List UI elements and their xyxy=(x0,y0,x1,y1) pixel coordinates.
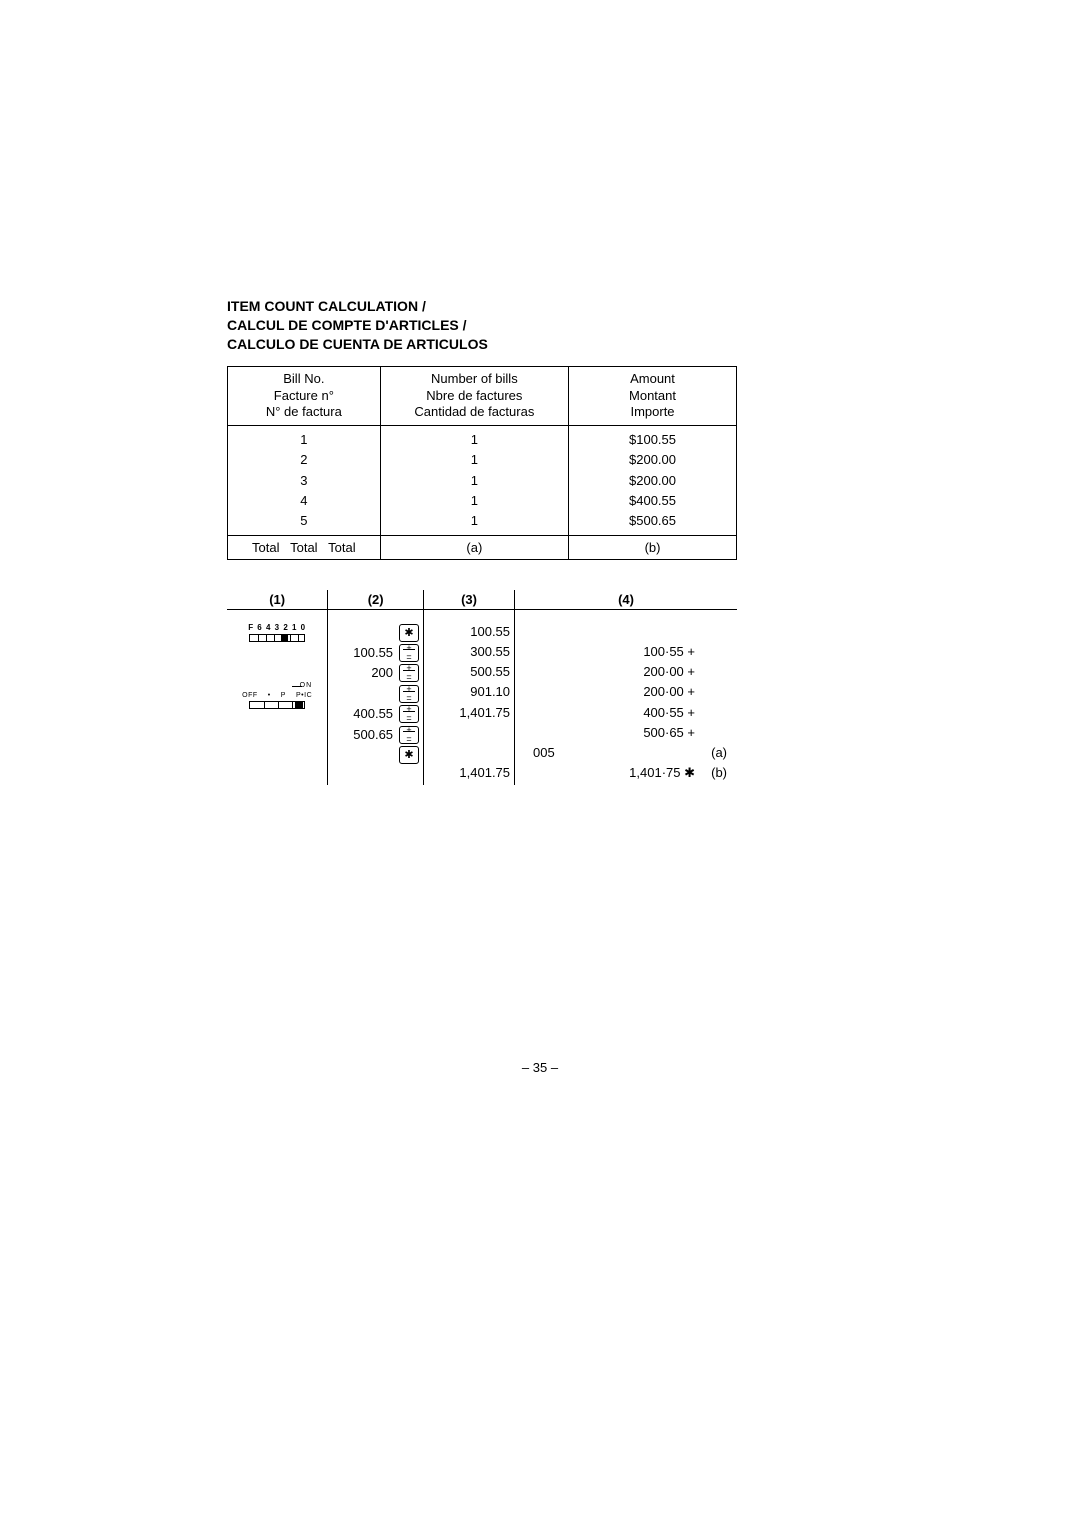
header-bill-l1: Bill No. xyxy=(236,371,372,388)
section-heading: ITEM COUNT CALCULATION / CALCUL DE COMPT… xyxy=(227,297,737,354)
mode-dot-label: • xyxy=(268,692,271,700)
print-left xyxy=(533,763,573,783)
cell-amount: $500.65 xyxy=(577,511,728,531)
cell-no: 1 xyxy=(236,430,372,450)
calc-h2: (2) xyxy=(328,590,424,610)
print-mid: 1,401·75 ✱ xyxy=(573,763,701,783)
footer-total: Total Total Total xyxy=(228,536,381,560)
mode-off-label: OFF xyxy=(242,692,258,700)
heading-line-2: CALCUL DE COMPTE D'ARTICLES / xyxy=(227,316,737,335)
cell-amount: $200.00 xyxy=(577,450,728,470)
mode-p-label: P xyxy=(281,692,286,700)
display-val xyxy=(428,723,510,743)
table-header-row: Bill No. Facture n° N° de factura Number… xyxy=(228,366,737,426)
plus-minus-key-icon: += xyxy=(399,685,419,703)
cell-amount: $100.55 xyxy=(577,430,728,450)
header-amount-l3: Importe xyxy=(577,404,728,421)
plus-minus-key-icon: += xyxy=(399,705,419,723)
print-right xyxy=(701,642,727,662)
display-val: 901.10 xyxy=(428,682,510,702)
calc-table: (1) (2) (3) (4) F 6 4 3 2 1 0 xyxy=(227,590,737,785)
cell-count: 1 xyxy=(389,511,560,531)
display-val: 1,401.75 xyxy=(428,763,510,783)
print-left xyxy=(533,723,573,743)
decimal-selector-diagram: F 6 4 3 2 1 0 xyxy=(231,624,323,642)
cell-amount: $400.55 xyxy=(577,491,728,511)
print-right xyxy=(701,662,727,682)
cell-count: 1 xyxy=(389,450,560,470)
print-left xyxy=(533,682,573,702)
bill-table: Bill No. Facture n° N° de factura Number… xyxy=(227,366,737,560)
print-left: 005 xyxy=(533,743,573,763)
print-right: (b) xyxy=(701,763,727,783)
mode-pic-label: P•IC xyxy=(296,692,312,700)
cell-no: 4 xyxy=(236,491,372,511)
print-left xyxy=(533,642,573,662)
print-mid: 200·00 + xyxy=(573,662,701,682)
calc-col2: ✱ 100.55 += 200 += += 400.55 += 500.65 += ✱ xyxy=(328,620,424,785)
star-key-icon: ✱ xyxy=(399,746,419,764)
header-amount-l1: Amount xyxy=(577,371,728,388)
display-val xyxy=(428,743,510,763)
decimal-selector-label: F 6 4 3 2 1 0 xyxy=(231,624,323,633)
print-right xyxy=(701,703,727,723)
calc-col3: 100.55 300.55 500.55 901.10 1,401.75 1,4… xyxy=(424,620,515,785)
print-mid: 200·00 + xyxy=(573,682,701,702)
print-right xyxy=(701,723,727,743)
plus-minus-key-icon: += xyxy=(399,664,419,682)
mode-selector-diagram: ON OFF • P P•IC xyxy=(231,682,323,709)
footer-a: (a) xyxy=(380,536,568,560)
calc-h4: (4) xyxy=(515,590,737,610)
print-mid: 500·65 + xyxy=(573,723,701,743)
print-mid: 100·55 + xyxy=(573,642,701,662)
footer-b: (b) xyxy=(569,536,737,560)
heading-line-1: ITEM COUNT CALCULATION / xyxy=(227,297,737,316)
print-right xyxy=(701,682,727,702)
display-val: 500.55 xyxy=(428,662,510,682)
plus-minus-key-icon: += xyxy=(399,644,419,662)
calc-h3: (3) xyxy=(424,590,515,610)
calc-header-row: (1) (2) (3) (4) xyxy=(227,590,737,610)
header-count-l2: Nbre de factures xyxy=(389,388,560,405)
page-number: – 35 – xyxy=(0,1060,1080,1075)
print-left xyxy=(533,662,573,682)
heading-line-3: CALCULO DE CUENTA DE ARTICULOS xyxy=(227,335,737,354)
cell-no: 5 xyxy=(236,511,372,531)
entry-val: 400.55 xyxy=(345,704,393,724)
cell-no: 3 xyxy=(236,471,372,491)
calc-col1: F 6 4 3 2 1 0 ON xyxy=(227,620,328,785)
print-right: (a) xyxy=(701,743,727,763)
star-key-icon: ✱ xyxy=(399,624,419,642)
header-bill-l3: N° de factura xyxy=(236,404,372,421)
display-val: 300.55 xyxy=(428,642,510,662)
cell-count: 1 xyxy=(389,471,560,491)
header-amount-l2: Montant xyxy=(577,388,728,405)
plus-minus-key-icon: += xyxy=(399,726,419,744)
header-count-l3: Cantidad de facturas xyxy=(389,404,560,421)
display-val: 1,401.75 xyxy=(428,703,510,723)
cell-no: 2 xyxy=(236,450,372,470)
cell-count: 1 xyxy=(389,430,560,450)
table-data-row: 1 2 3 4 5 1 1 1 1 1 $100.55 $200.00 $200… xyxy=(228,426,737,536)
entry-val: 100.55 xyxy=(345,643,393,663)
print-mid: 400·55 + xyxy=(573,703,701,723)
header-bill-l2: Facture n° xyxy=(236,388,372,405)
calc-col4: 100·55 + 200·00 + 200·00 + 400·55 + 500·… xyxy=(515,620,737,785)
entry-val: 500.65 xyxy=(345,725,393,745)
cell-amount: $200.00 xyxy=(577,471,728,491)
display-val: 100.55 xyxy=(428,622,510,642)
print-left xyxy=(533,703,573,723)
cell-count: 1 xyxy=(389,491,560,511)
print-mid xyxy=(573,743,701,763)
header-count-l1: Number of bills xyxy=(389,371,560,388)
calc-h1: (1) xyxy=(227,590,328,610)
entry-val: 200 xyxy=(345,663,393,683)
table-footer-row: Total Total Total (a) (b) xyxy=(228,536,737,560)
